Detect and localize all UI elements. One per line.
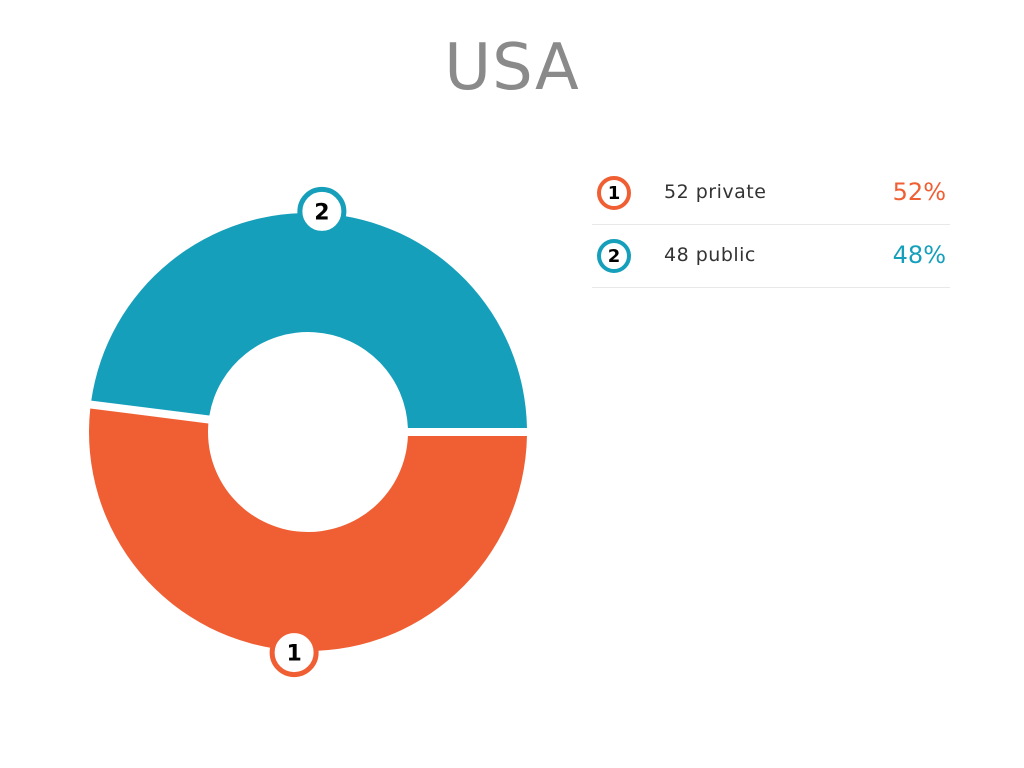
slice-marker-label-1: 1 bbox=[286, 642, 301, 667]
donut-slice-2 bbox=[91, 212, 527, 429]
legend-marker-2: 2 bbox=[597, 239, 631, 273]
slice-marker-2 bbox=[297, 186, 347, 236]
legend-percent-2: 48% bbox=[892, 241, 946, 269]
slice-marker-label-2: 2 bbox=[314, 200, 329, 225]
legend-index-1: 1 bbox=[607, 182, 621, 204]
legend-label-1: 52 private bbox=[664, 181, 767, 203]
legend-row-1: 1 52 private 52% bbox=[592, 162, 950, 225]
legend-label-2: 48 public bbox=[664, 244, 756, 266]
slice-markers: 12 bbox=[269, 186, 347, 678]
legend: 1 52 private 52% 2 48 public 48% bbox=[592, 162, 950, 288]
chart-title: USA bbox=[444, 31, 580, 105]
donut-slices bbox=[88, 212, 527, 652]
legend-row-2: 2 48 public 48% bbox=[592, 225, 950, 288]
legend-marker-1: 1 bbox=[597, 176, 631, 210]
legend-percent-1: 52% bbox=[892, 178, 946, 206]
slice-marker-1 bbox=[269, 628, 319, 678]
donut-slice-1 bbox=[88, 408, 527, 652]
legend-index-2: 2 bbox=[607, 245, 621, 267]
